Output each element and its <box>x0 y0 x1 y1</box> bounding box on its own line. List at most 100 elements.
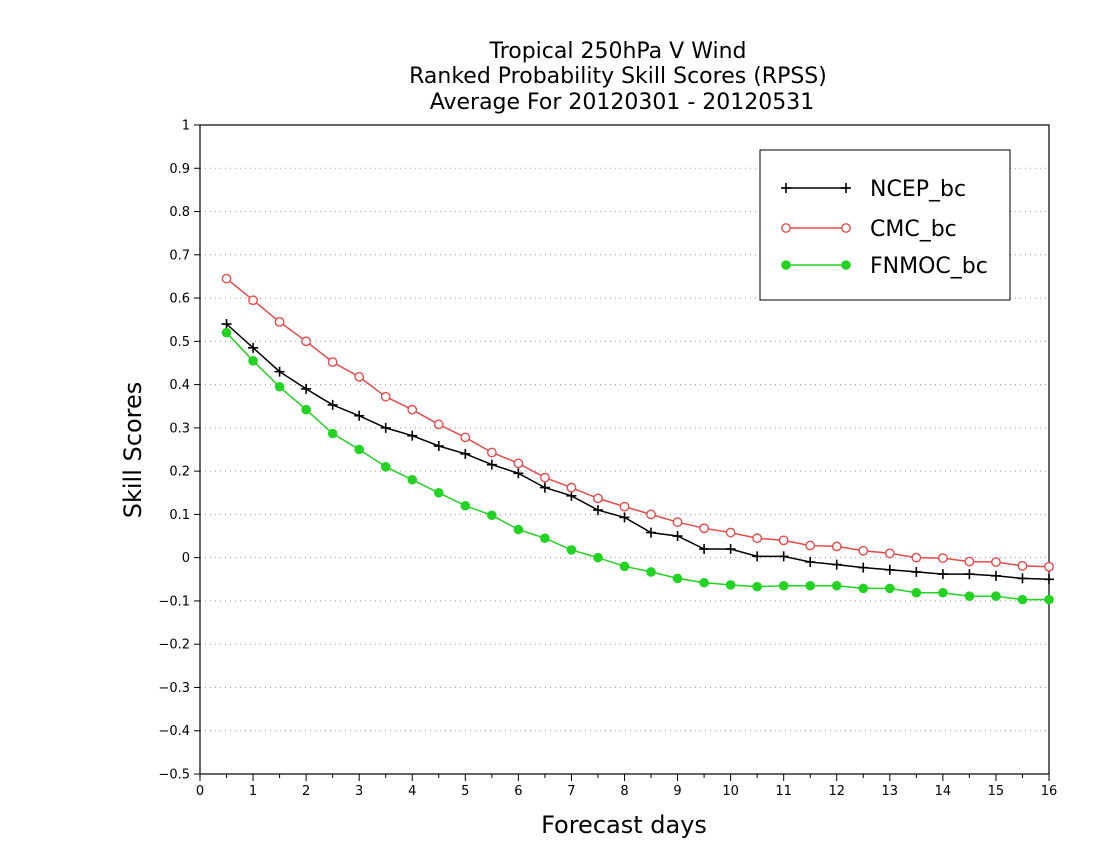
y-tick-label: 0.4 <box>169 378 190 393</box>
data-point <box>884 564 895 575</box>
legend-marker <box>841 223 851 233</box>
title-line-2: Ranked Probability Skill Scores (RPSS) <box>409 64 827 89</box>
series-CMC_bc <box>221 273 1054 572</box>
series-line <box>226 278 1050 568</box>
x-tick-label: 7 <box>567 784 575 799</box>
title-line-1: Tropical 250hPa V Wind <box>488 39 746 64</box>
data-point <box>699 544 710 555</box>
data-point <box>433 441 444 452</box>
series-line <box>225 332 1049 601</box>
data-point <box>301 404 311 415</box>
data-point <box>593 552 603 563</box>
data-point <box>911 552 922 563</box>
x-tick-label: 13 <box>882 784 899 799</box>
data-point <box>646 527 657 538</box>
data-point <box>990 570 1001 581</box>
data-point <box>858 562 869 573</box>
data-point <box>991 591 1001 601</box>
data-point <box>646 567 656 577</box>
y-tick-label: 0.7 <box>169 248 190 263</box>
data-point <box>486 459 497 470</box>
legend-marker <box>841 183 851 193</box>
y-tick-label: −0.4 <box>158 724 190 739</box>
data-point <box>937 569 948 580</box>
data-point <box>460 500 471 511</box>
y-tick-label: 0.1 <box>169 508 190 523</box>
data-point <box>991 557 1001 567</box>
series-FNMOC_bc <box>221 327 1054 605</box>
data-point <box>380 391 391 402</box>
x-tick-label: 1 <box>249 784 257 799</box>
data-point <box>380 422 391 433</box>
data-point <box>672 531 683 542</box>
y-tick-label: 0.9 <box>169 162 190 177</box>
x-tick-label: 14 <box>935 784 952 799</box>
data-point <box>911 566 922 577</box>
y-tick-label: 0.8 <box>169 205 190 220</box>
y-tick-label: 0 <box>182 551 190 566</box>
legend: NCEP_bc CMC_bc FNMOC_bc <box>759 149 1011 301</box>
data-point <box>619 501 630 512</box>
data-point <box>752 551 763 562</box>
x-tick-label: 3 <box>355 784 363 799</box>
data-point <box>301 336 312 347</box>
legend-marker <box>841 260 851 270</box>
data-point <box>1017 573 1028 584</box>
y-tick-label: 1 <box>182 119 190 134</box>
series-line <box>225 323 1050 581</box>
data-point <box>327 428 338 439</box>
data-point <box>964 569 975 580</box>
x-tick-label: 9 <box>673 784 681 799</box>
data-point <box>725 580 736 590</box>
data-point <box>513 524 524 535</box>
y-tick-label: 0.3 <box>169 421 190 436</box>
data-point <box>831 580 842 591</box>
data-point <box>1017 594 1028 605</box>
axis-ticks: −0.5 −0.4 −0.3 −0.2 −0.1 0 0.1 0.2 0.3 0.4 0.5 0.6 0… <box>158 119 1057 800</box>
x-tick-label: 8 <box>620 784 628 799</box>
data-point <box>566 482 577 493</box>
data-point <box>619 561 630 572</box>
y-axis-label: Skill Scores <box>119 382 147 519</box>
data-point <box>964 556 975 567</box>
data-point <box>805 556 816 567</box>
data-point <box>699 523 709 534</box>
y-tick-label: −0.3 <box>158 681 190 696</box>
data-point <box>274 316 285 327</box>
data-point <box>752 533 763 544</box>
chart-title: Tropical 250hPa V Wind Ranked Probabilit… <box>409 39 827 115</box>
data-point <box>1017 560 1028 571</box>
data-point <box>274 381 285 392</box>
data-point <box>566 545 577 555</box>
x-tick-label: 5 <box>461 784 469 799</box>
data-point <box>460 448 471 459</box>
data-point <box>778 535 789 546</box>
data-point <box>248 342 259 353</box>
data-point <box>725 527 736 538</box>
legend-label: CMC_bc <box>870 217 957 242</box>
data-point <box>858 545 869 556</box>
data-point <box>513 468 524 479</box>
x-tick-label: 16 <box>1041 784 1058 799</box>
x-tick-label: 12 <box>828 784 845 799</box>
data-point <box>354 444 364 455</box>
data-point <box>938 587 948 598</box>
data-point <box>619 512 630 523</box>
data-point <box>778 580 789 591</box>
y-tick-label: 0.6 <box>169 292 190 307</box>
y-tick-label: 0.5 <box>169 335 190 350</box>
data-point <box>831 559 842 570</box>
data-point <box>221 319 232 330</box>
data-point <box>672 517 683 528</box>
legend-marker <box>781 183 791 193</box>
data-point <box>540 472 550 483</box>
series-NCEP_bc <box>221 319 1054 585</box>
legend-label: NCEP_bc <box>870 177 966 202</box>
data-point <box>1044 574 1054 585</box>
data-point <box>805 580 816 591</box>
data-point <box>460 432 471 443</box>
data-point <box>513 458 524 469</box>
data-point <box>221 327 232 338</box>
data-point <box>433 487 444 498</box>
data-point <box>805 540 816 551</box>
